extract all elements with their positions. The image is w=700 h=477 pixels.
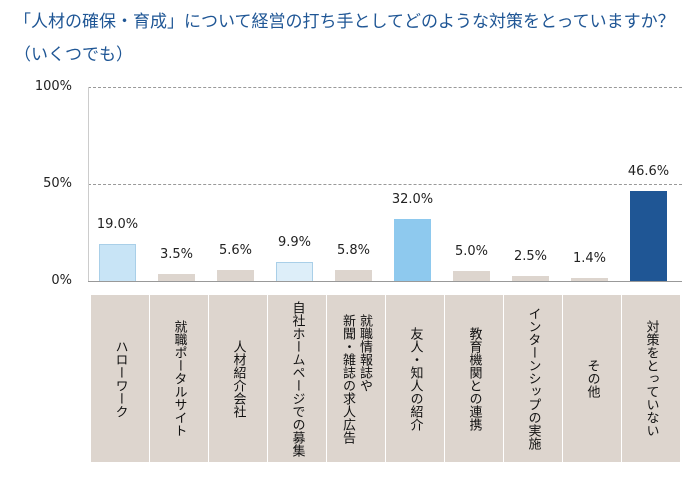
- bar-6: [453, 271, 490, 281]
- chart-title: 「人材の確保・育成」について経営の打ち手としてどのような対策をとっていますか？（…: [14, 12, 675, 65]
- category-label-box-3: 自社ホームページでの募集: [268, 295, 326, 462]
- category-label-box-8: その他: [563, 295, 621, 462]
- category-label-8: その他: [584, 359, 600, 398]
- value-label-5: 32.0%: [391, 191, 434, 207]
- bar-7: [512, 276, 549, 281]
- value-label-4: 5.8%: [336, 242, 371, 258]
- y-tick-50: 50%: [43, 176, 72, 191]
- category-label-box-9: 対策をとっていない: [622, 295, 680, 462]
- value-label-2: 5.6%: [218, 243, 253, 259]
- category-label-box-4: 就職情報誌や 新聞・雑誌の求人広告: [327, 295, 385, 462]
- value-label-3: 9.9%: [277, 234, 312, 250]
- bar-3: [276, 261, 313, 281]
- value-label-9: 46.6%: [627, 163, 670, 179]
- category-label-box-0: ハローワーク: [91, 295, 149, 462]
- bar-2: [217, 270, 254, 281]
- value-label-6: 5.0%: [454, 244, 489, 260]
- gridline-100: [88, 87, 682, 88]
- category-label-4: 就職情報誌や 新聞・雑誌の求人広告: [340, 313, 372, 444]
- category-label-3: 自社ホームページでの募集: [289, 300, 305, 457]
- bar-8: [571, 278, 608, 281]
- value-label-0: 19.0%: [96, 217, 139, 233]
- category-label-box-1: 就職ポータルサイト: [150, 295, 208, 462]
- category-label-2: 人材紹介会社: [230, 339, 246, 418]
- category-label-box-6: 教育機関との連携: [445, 295, 503, 462]
- bar-0: [99, 244, 136, 281]
- category-label-6: 教育機関との連携: [466, 326, 482, 431]
- bar-9: [630, 190, 667, 281]
- category-label-box-5: 友人・知人の紹介: [386, 295, 444, 462]
- y-tick-100: 100%: [34, 79, 72, 94]
- category-label-7: インターンシップの実施: [525, 307, 541, 450]
- bar-5: [394, 218, 431, 281]
- category-label-1: 就職ポータルサイト: [171, 320, 187, 437]
- category-label-0: ハローワーク: [112, 339, 128, 418]
- x-axis: [88, 281, 682, 282]
- value-label-8: 1.4%: [572, 251, 607, 267]
- gridline-50: [88, 184, 682, 185]
- value-label-7: 2.5%: [513, 249, 548, 265]
- category-label-9: 対策をとっていない: [643, 320, 659, 437]
- category-label-5: 友人・知人の紹介: [407, 326, 423, 431]
- category-label-box-2: 人材紹介会社: [209, 295, 267, 462]
- bar-1: [158, 274, 195, 281]
- category-label-box-7: インターンシップの実施: [504, 295, 562, 462]
- bar-4: [335, 269, 372, 281]
- y-axis: [88, 87, 89, 281]
- y-tick-0: 0%: [51, 273, 72, 288]
- value-label-1: 3.5%: [159, 247, 194, 263]
